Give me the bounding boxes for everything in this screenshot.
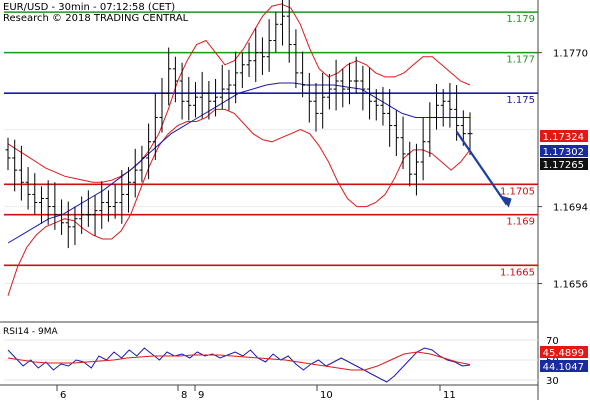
- time-axis: 6 8 9 10 11: [56, 385, 456, 401]
- forecast-arrow: [455, 131, 512, 208]
- rsi-tag-box: [540, 360, 588, 372]
- y-tick-label-1.1694: 1.1694: [553, 203, 588, 214]
- moving-average-line: [7, 82, 470, 244]
- y-tick-label-1.1656: 1.1656: [553, 280, 588, 291]
- rsi-tag-44.1047: 44.1047: [543, 362, 584, 373]
- arrow-shaft: [455, 131, 508, 206]
- level-label-1.1665: 1.1665: [500, 267, 535, 278]
- rsi-tick-70: 70: [546, 336, 559, 347]
- candles-layer: [5, 0, 473, 249]
- price-tag-1.17324: 1.17324: [543, 132, 584, 143]
- price-axis: 1.1770 1.1694 1.1656: [538, 49, 588, 291]
- rsi-tag-box: [540, 346, 588, 358]
- bollinger-upper-line: [7, 3, 471, 183]
- moving-average: [7, 82, 470, 244]
- price-tag-box: [540, 158, 588, 170]
- x-tick-label-10: 10: [320, 390, 333, 400]
- copyright-text: Research © 2018 TRADING CENTRAL: [3, 13, 189, 24]
- arrow-head: [500, 195, 512, 208]
- rsi-tick-30: 30: [546, 376, 559, 387]
- price-tag-box: [540, 145, 588, 157]
- level-lines: 1.179 1.177 1.175 1.1705 1.169 1.1665: [4, 11, 538, 278]
- level-label-1.1705: 1.1705: [500, 186, 535, 197]
- rsi-ma-line: [7, 351, 471, 371]
- price-tags: 1.17324 1.17302 1.17265: [540, 130, 588, 171]
- rsi-line: [7, 347, 471, 383]
- bollinger-bands: [7, 3, 471, 296]
- x-tick-label-9: 9: [198, 390, 204, 400]
- price-tag-1.17265: 1.17265: [543, 160, 584, 171]
- level-label-1.175: 1.175: [506, 95, 535, 106]
- x-tick-label-8: 8: [181, 390, 187, 400]
- y-tick-label-1.1770: 1.1770: [553, 49, 588, 60]
- x-tick-label-6: 6: [60, 390, 66, 400]
- bollinger-lower-line: [7, 108, 471, 296]
- rsi-title: RSI14 - 9MA: [3, 327, 58, 337]
- level-label-1.169: 1.169: [506, 217, 535, 228]
- rsi-tag-45.4899: 45.4899: [543, 348, 584, 359]
- level-label-1.179: 1.179: [506, 14, 535, 25]
- price-tag-1.17302: 1.17302: [543, 147, 584, 158]
- price-tag-box: [540, 130, 588, 142]
- level-label-1.177: 1.177: [506, 55, 535, 66]
- chart-title: EUR/USD - 30min - 07:12:58 (CET): [3, 2, 176, 13]
- x-tick-label-11: 11: [443, 390, 456, 400]
- grid-layer: [0, 0, 539, 400]
